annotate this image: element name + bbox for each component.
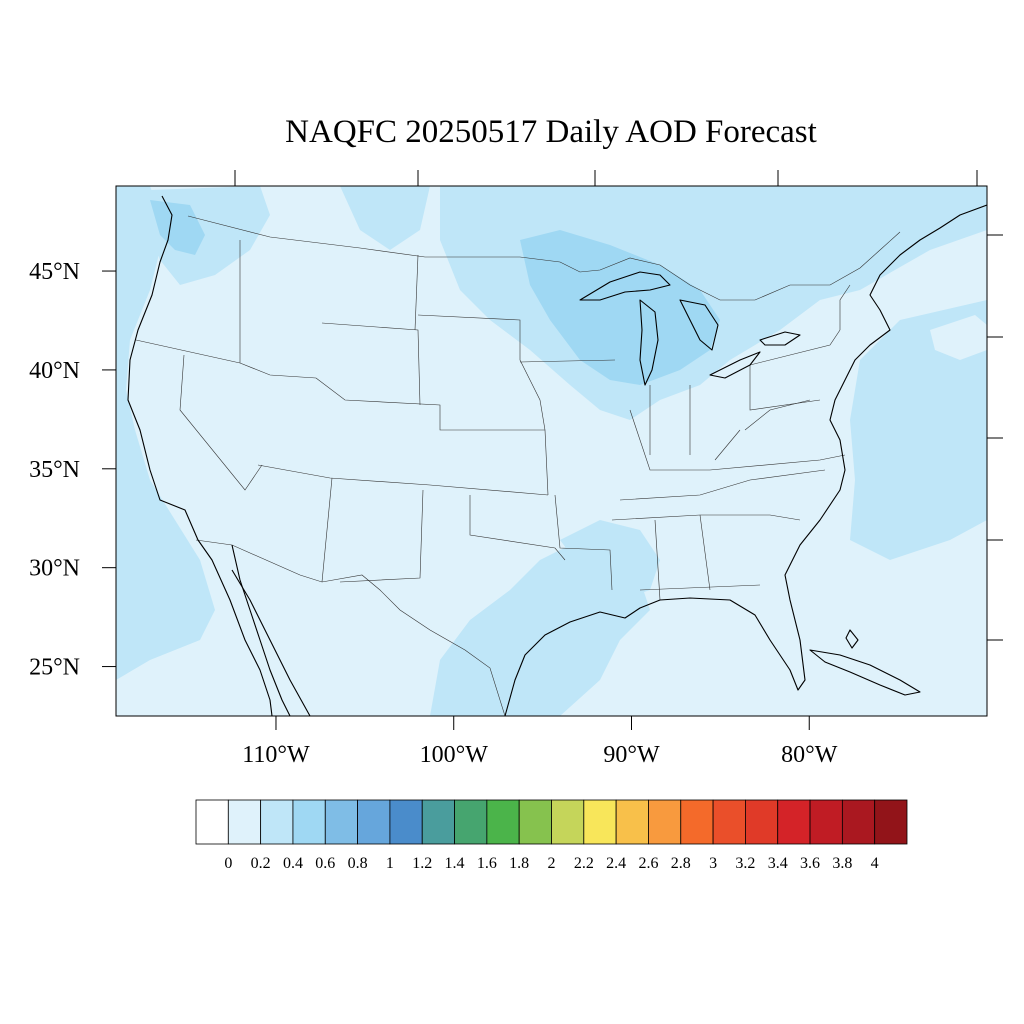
lon-tick-label: 90°W <box>603 742 660 768</box>
lake-erie <box>709 351 761 379</box>
colorbar-label: 2.8 <box>671 855 691 872</box>
colorbar-swatch <box>615 799 649 845</box>
colorbar: 0 0.2 0.4 0.6 0.8 1 1.2 1.4 1.6 1.8 2 2.2 2.4 2.6 2.8 3… <box>195 799 908 872</box>
cuba <box>809 649 921 696</box>
colorbar-swatch <box>777 799 811 845</box>
lat-tick-label: 45°N <box>29 259 80 285</box>
colorbar-swatch <box>292 799 326 845</box>
bahamas <box>845 629 859 649</box>
colorbar-swatch <box>324 799 358 845</box>
state-lines <box>135 240 851 601</box>
colorbar-label: 1.8 <box>509 855 529 872</box>
canada-border <box>187 215 901 301</box>
aod-atlantic-band <box>850 300 987 560</box>
aod-northwest-core <box>150 200 205 255</box>
colorbar-label: 1.4 <box>445 855 465 872</box>
colorbar-swatch <box>357 799 391 845</box>
map-panel <box>115 185 988 717</box>
colorbar-swatch <box>195 799 229 845</box>
colorbar-swatch <box>809 799 843 845</box>
colorbar-swatch <box>486 799 520 845</box>
lake-huron <box>679 299 719 351</box>
mexico-border <box>195 539 506 716</box>
colorbar-label: 3.6 <box>800 855 820 872</box>
aod-great-lakes-core <box>520 230 720 385</box>
colorbar-swatch <box>421 799 455 845</box>
colorbar-label: 0.6 <box>315 855 335 872</box>
colorbar-label: 0 <box>224 855 232 872</box>
lake-superior <box>579 271 671 301</box>
colorbar-label: 3.2 <box>735 855 755 872</box>
mexico-west-coast <box>231 569 311 716</box>
colorbar-label: 2.4 <box>606 855 626 872</box>
colorbar-swatch <box>551 799 585 845</box>
colorbar-swatch <box>874 799 908 845</box>
colorbar-swatch <box>841 799 876 845</box>
aod-north-canada-band <box>340 186 430 250</box>
colorbar-label: 3.8 <box>832 855 852 872</box>
colorbar-label: 2.6 <box>638 855 658 872</box>
aod-atlantic-light <box>930 315 987 360</box>
colorbar-swatch <box>648 799 682 845</box>
lake-ontario <box>759 331 801 346</box>
aod-gulf-band <box>430 545 650 716</box>
lat-tick-label: 30°N <box>29 556 80 582</box>
lake-michigan <box>639 299 659 386</box>
map-lines <box>127 195 987 716</box>
colorbar-label: 4 <box>871 855 879 872</box>
colorbar-swatch <box>680 799 714 845</box>
colorbar-swatch <box>260 799 294 845</box>
colorbar-label: 2 <box>548 855 556 872</box>
gulf-coast <box>504 204 987 716</box>
colorbar-label: 3 <box>709 855 717 872</box>
colorbar-label: 1.2 <box>412 855 432 872</box>
colorbar-swatch <box>745 799 779 845</box>
colorbar-swatch <box>712 799 746 845</box>
lon-tick-label: 100°W <box>420 742 489 768</box>
lat-tick-label: 25°N <box>29 655 80 681</box>
colorbar-swatch <box>454 799 488 845</box>
colorbar-swatch <box>518 799 552 845</box>
map-axes: 110°W 100°W 90°W 80°W 45°N 40°N 35°N 30°N 25°N <box>29 170 1003 768</box>
colorbar-label: 0.8 <box>348 855 368 872</box>
lat-tick-label: 35°N <box>29 457 80 483</box>
map-title: NAQFC 20250517 Daily AOD Forecast <box>285 114 817 150</box>
colorbar-swatch <box>227 799 262 845</box>
colorbar-label: 3.4 <box>768 855 788 872</box>
aod-field <box>116 186 987 716</box>
lon-tick-label: 110°W <box>242 742 310 768</box>
lat-tick-label: 40°N <box>29 358 80 384</box>
colorbar-label: 2.2 <box>574 855 594 872</box>
colorbar-label: 1 <box>386 855 394 872</box>
aod-south-band <box>560 520 660 600</box>
aod-pacific-band <box>116 186 215 680</box>
west-coast <box>127 195 273 716</box>
baja-east-coast <box>231 544 291 716</box>
map-frame <box>115 185 988 717</box>
colorbar-swatch <box>583 799 617 845</box>
lon-tick-label: 80°W <box>781 742 838 768</box>
colorbar-label: 0.4 <box>283 855 303 872</box>
colorbar-label: 0.2 <box>251 855 271 872</box>
colorbar-swatch <box>389 799 423 845</box>
colorbar-label: 1.6 <box>477 855 497 872</box>
